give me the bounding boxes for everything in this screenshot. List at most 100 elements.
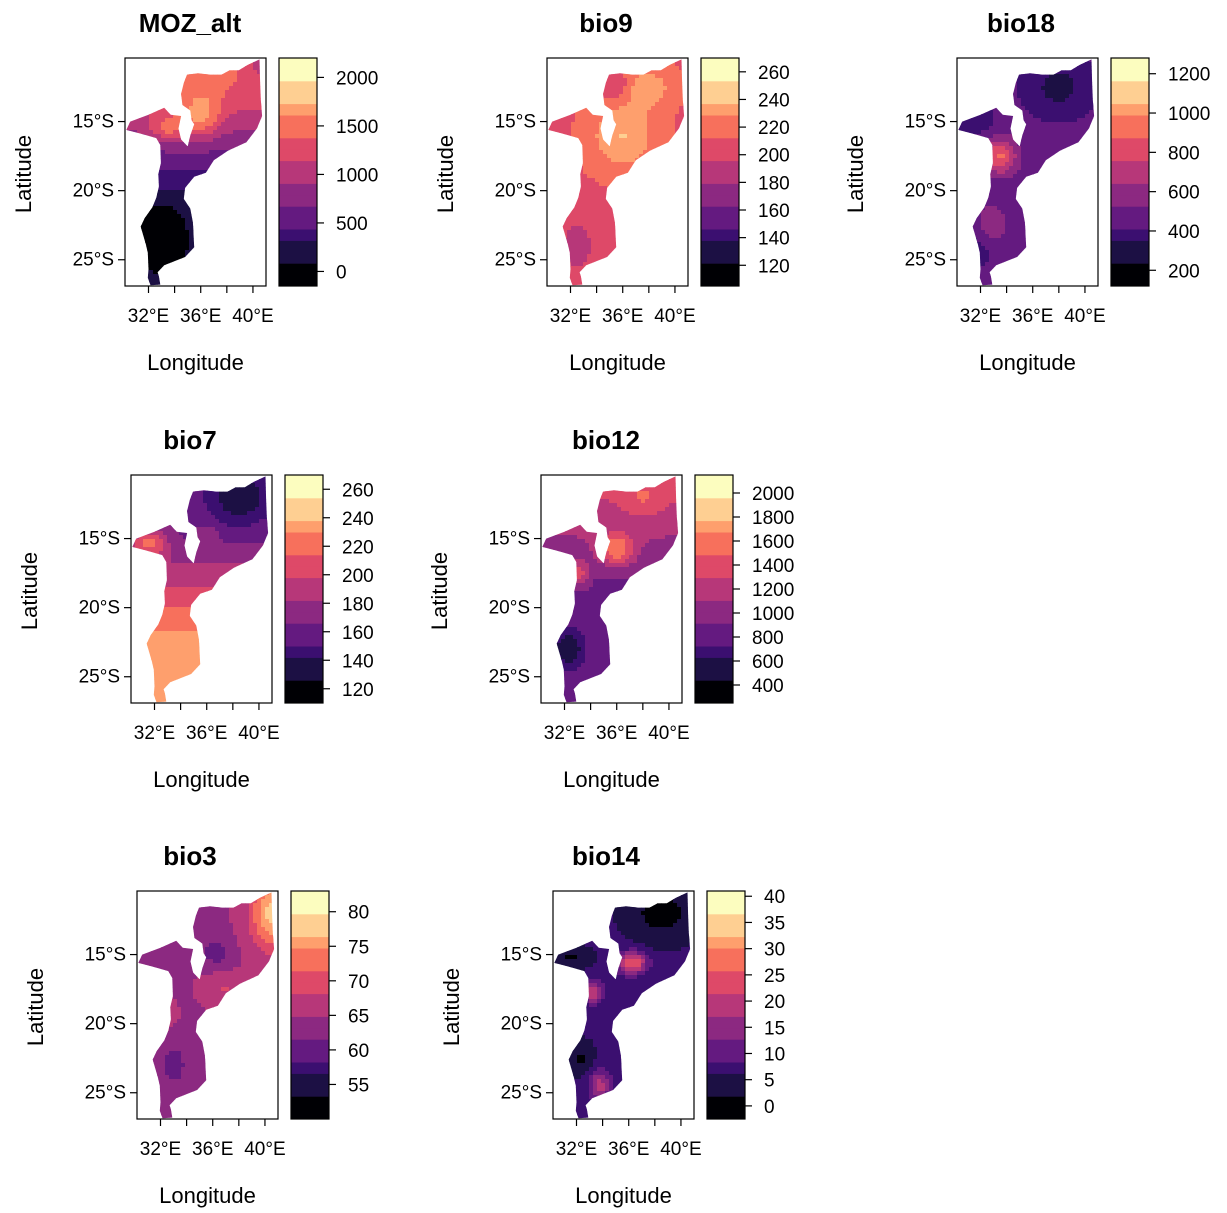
map-frame [552,890,695,1120]
colorbar-tick-label: 75 [348,937,369,958]
lon-axis: 32°E 36°E 40°E [550,286,696,327]
colorbar-tick-label: 80 [348,903,369,924]
colorbar-tick-label: 70 [348,972,369,993]
colorbar-tick-label: 800 [1168,143,1200,164]
panel-bio3: bio3 15°S 20°S 25°S 32°E 36°E 40°E Longitude Lat… [23,841,369,1208]
y-axis-label: Latitude [11,135,36,213]
lon-tick-label: 40°E [244,1139,285,1160]
colorbar: 55 60 65 70 75 80 [290,890,369,1120]
lon-tick-label: 36°E [596,723,637,744]
map-frame [124,57,267,287]
colorbar: 120 140 160 180 200 220 240 260 [700,57,790,287]
lat-axis: 15°S 20°S 25°S [73,112,125,271]
lon-tick-label: 36°E [602,306,643,327]
colorbar-tick-label: 55 [348,1075,369,1096]
colorbar-tick-label: 15 [764,1018,785,1039]
colorbar-tick-label: 35 [764,913,785,934]
lat-tick-label: 20°S [905,181,946,202]
x-axis-label: Longitude [153,767,250,792]
lat-tick-label: 15°S [501,945,542,966]
colorbar-tick-label: 600 [752,652,784,673]
colorbar-tick-label: 500 [336,214,368,235]
lon-axis: 32°E 36°E 40°E [556,1119,702,1160]
lat-axis: 15°S 20°S 25°S [501,945,553,1104]
lat-tick-label: 20°S [79,598,120,619]
colorbar-tick-label: 140 [758,229,790,250]
colorbar-tick-label: 800 [752,628,784,649]
lon-axis: 32°E 36°E 40°E [544,703,690,744]
colorbar-tick-label: 65 [348,1006,369,1027]
panel-bio9: bio9 15°S 20°S 25°S 32°E 36°E 40°E Longitude Lat… [433,8,790,375]
colorbar-tick-label: 30 [764,940,785,961]
lon-tick-label: 40°E [232,306,273,327]
colorbar-tick-label: 1200 [1168,65,1210,86]
lon-tick-label: 40°E [1064,306,1105,327]
map-frame [136,890,279,1120]
panel-title: bio12 [572,425,640,455]
colorbar-tick-label: 260 [342,480,374,501]
lat-tick-label: 25°S [501,1083,542,1104]
raster-map [554,892,691,1119]
colorbar-tick-label: 40 [764,887,785,908]
map-frame [956,57,1099,287]
raster-map [542,476,679,703]
colorbar-tick-label: 1800 [752,508,794,529]
raster-map [138,892,275,1119]
colorbar-tick-label: 1500 [336,117,378,138]
panel-bio7: bio7 15°S 20°S 25°S 32°E 36°E 40°E Longitude Lat… [17,425,374,792]
lat-tick-label: 25°S [73,250,114,271]
lat-tick-label: 25°S [905,250,946,271]
lon-tick-label: 32°E [140,1139,181,1160]
colorbar-tick-label: 25 [764,966,785,987]
lon-tick-label: 32°E [550,306,591,327]
lon-tick-label: 40°E [654,306,695,327]
panel-title: bio9 [579,8,632,38]
lat-tick-label: 15°S [79,529,120,550]
lat-tick-label: 20°S [85,1014,126,1035]
colorbar-tick-label: 160 [758,201,790,222]
colorbar-tick-label: 1600 [752,532,794,553]
colorbar-tick-label: 200 [342,566,374,587]
lat-tick-label: 15°S [905,112,946,133]
lon-axis: 32°E 36°E 40°E [134,703,280,744]
panel-title: MOZ_alt [139,8,242,38]
colorbar-tick-label: 220 [342,537,374,558]
lat-tick-label: 20°S [501,1014,542,1035]
colorbar: 200 400 600 800 1000 1200 [1110,57,1210,287]
colorbar-tick-label: 160 [342,623,374,644]
lon-tick-label: 40°E [660,1139,701,1160]
colorbar-tick-label: 1000 [1168,104,1210,125]
lon-tick-label: 36°E [1012,306,1053,327]
lat-tick-label: 15°S [85,945,126,966]
colorbar-tick-label: 120 [342,680,374,701]
colorbar-tick-label: 10 [764,1044,785,1065]
lat-tick-label: 20°S [495,181,536,202]
colorbar-tick-label: 600 [1168,183,1200,204]
raster-map [126,59,263,286]
lat-tick-label: 25°S [79,667,120,688]
lon-axis: 32°E 36°E 40°E [960,286,1106,327]
colorbar: 120 140 160 180 200 220 240 260 [284,474,374,704]
colorbar-tick-label: 1000 [752,604,794,625]
lat-axis: 15°S 20°S 25°S [79,529,131,688]
colorbar-tick-label: 1200 [752,580,794,601]
lon-tick-label: 40°E [238,723,279,744]
colorbar-tick-label: 400 [1168,222,1200,243]
lat-tick-label: 25°S [85,1083,126,1104]
panel-title: bio18 [987,8,1055,38]
colorbar-tick-label: 220 [758,118,790,139]
raster-map [548,59,685,286]
lon-tick-label: 36°E [186,723,227,744]
colorbar-tick-label: 240 [758,90,790,111]
raster-map [132,476,269,703]
lat-tick-label: 25°S [489,667,530,688]
colorbar-tick-label: 1400 [752,556,794,577]
colorbar-tick-label: 20 [764,992,785,1013]
lon-axis: 32°E 36°E 40°E [128,286,274,327]
colorbar-tick-label: 200 [758,146,790,167]
x-axis-label: Longitude [575,1183,672,1208]
map-frame [540,474,683,704]
x-axis-label: Longitude [159,1183,256,1208]
colorbar-tick-label: 260 [758,63,790,84]
